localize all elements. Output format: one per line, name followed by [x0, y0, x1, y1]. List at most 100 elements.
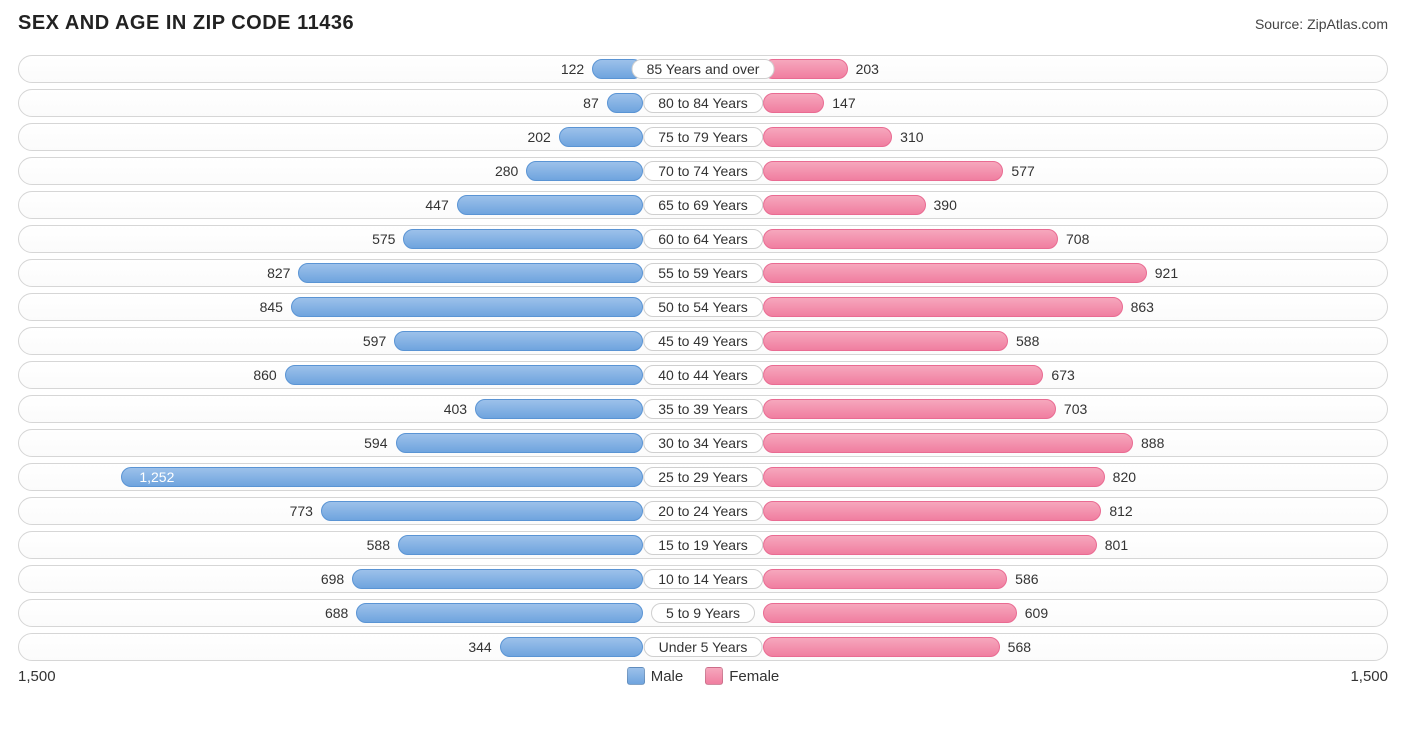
chart-source: Source: ZipAtlas.com: [1255, 16, 1388, 32]
female-bar: [763, 263, 1147, 283]
legend-female-label: Female: [729, 668, 779, 685]
male-value-label: 403: [444, 396, 467, 422]
age-group-label: 5 to 9 Years: [651, 603, 755, 623]
female-bar: [763, 229, 1058, 249]
male-bar: [121, 467, 643, 487]
male-bar: [526, 161, 643, 181]
age-group-label: 85 Years and over: [632, 59, 775, 79]
male-value-label: 447: [425, 192, 448, 218]
male-value-label: 773: [290, 498, 313, 524]
male-value-label: 597: [363, 328, 386, 354]
pyramid-row: 588 801 15 to 19 Years: [18, 531, 1388, 559]
female-bar: [763, 331, 1008, 351]
pyramid-row: 447 390 65 to 69 Years: [18, 191, 1388, 219]
age-group-label: 45 to 49 Years: [643, 331, 763, 351]
male-bar: [291, 297, 643, 317]
female-bar: [763, 603, 1017, 623]
male-bar: [321, 501, 643, 521]
pyramid-row: 20231075 to 79 Years: [18, 123, 1388, 151]
chart-legend: Male Female: [627, 667, 780, 685]
female-value-label: 708: [1066, 226, 1089, 252]
age-group-label: 65 to 69 Years: [643, 195, 763, 215]
male-value-label: 588: [367, 532, 390, 558]
legend-female: Female: [705, 667, 779, 685]
female-bar: [763, 637, 1000, 657]
female-value-label: 703: [1064, 396, 1087, 422]
pyramid-row: 1,252 820 25 to 29 Years: [18, 463, 1388, 491]
female-value-label: 586: [1015, 566, 1038, 592]
male-bar: [396, 433, 644, 453]
age-group-label: 20 to 24 Years: [643, 501, 763, 521]
male-bar: [475, 399, 643, 419]
male-bar: [298, 263, 643, 283]
male-bar: [352, 569, 643, 589]
pyramid-row: 575 708 60 to 64 Years: [18, 225, 1388, 253]
male-value-label: 1,252: [129, 464, 184, 490]
age-group-label: 75 to 79 Years: [643, 127, 763, 147]
male-value-label: 827: [267, 260, 290, 286]
male-value-label: 344: [468, 634, 491, 660]
population-pyramid-chart: 12220385 Years and over8714780 to 84 Yea…: [18, 55, 1388, 661]
age-group-label: 30 to 34 Years: [643, 433, 763, 453]
pyramid-row: 845 863 50 to 54 Years: [18, 293, 1388, 321]
male-value-label: 87: [583, 90, 599, 116]
pyramid-row: 28057770 to 74 Years: [18, 157, 1388, 185]
male-value-label: 860: [253, 362, 276, 388]
female-value-label: 609: [1025, 600, 1048, 626]
male-value-label: 202: [527, 124, 550, 150]
female-value-label: 812: [1109, 498, 1132, 524]
female-bar: [763, 195, 926, 215]
chart-footer: 1,500 Male Female 1,500: [18, 667, 1388, 685]
axis-max-left: 1,500: [18, 668, 78, 685]
female-bar: [763, 535, 1097, 555]
male-value-label: 122: [561, 56, 584, 82]
age-group-label: 25 to 29 Years: [643, 467, 763, 487]
male-value-label: 575: [372, 226, 395, 252]
pyramid-row: 86067340 to 44 Years: [18, 361, 1388, 389]
pyramid-row: 69858610 to 14 Years: [18, 565, 1388, 593]
male-bar: [285, 365, 643, 385]
age-group-label: 80 to 84 Years: [643, 93, 763, 113]
female-value-label: 801: [1105, 532, 1128, 558]
female-value-label: 568: [1008, 634, 1031, 660]
female-bar: [763, 433, 1133, 453]
female-bar: [763, 127, 892, 147]
swatch-female: [705, 667, 723, 685]
pyramid-row: 597 588 45 to 49 Years: [18, 327, 1388, 355]
male-bar: [457, 195, 643, 215]
male-value-label: 845: [260, 294, 283, 320]
pyramid-row: 8714780 to 84 Years: [18, 89, 1388, 117]
female-bar: [763, 161, 1003, 181]
female-value-label: 390: [934, 192, 957, 218]
female-value-label: 588: [1016, 328, 1039, 354]
age-group-label: 50 to 54 Years: [643, 297, 763, 317]
age-group-label: 60 to 64 Years: [643, 229, 763, 249]
female-bar: [763, 467, 1105, 487]
male-bar: [403, 229, 643, 249]
age-group-label: 70 to 74 Years: [643, 161, 763, 181]
female-value-label: 820: [1113, 464, 1136, 490]
female-bar: [763, 93, 824, 113]
age-group-label: 40 to 44 Years: [643, 365, 763, 385]
male-bar: [500, 637, 643, 657]
axis-max-right: 1,500: [1328, 668, 1388, 685]
chart-title: SEX AND AGE IN ZIP CODE 11436: [18, 12, 354, 35]
male-value-label: 594: [364, 430, 387, 456]
male-bar: [398, 535, 643, 555]
female-value-label: 863: [1131, 294, 1154, 320]
male-value-label: 688: [325, 600, 348, 626]
swatch-male: [627, 667, 645, 685]
source-value: ZipAtlas.com: [1307, 16, 1388, 32]
pyramid-row: 688 609 5 to 9 Years: [18, 599, 1388, 627]
female-value-label: 921: [1155, 260, 1178, 286]
age-group-label: 10 to 14 Years: [643, 569, 763, 589]
male-bar: [356, 603, 643, 623]
male-bar: [394, 331, 643, 351]
legend-male: Male: [627, 667, 684, 685]
source-label: Source:: [1255, 16, 1303, 32]
pyramid-row: 40370335 to 39 Years: [18, 395, 1388, 423]
female-bar: [763, 365, 1043, 385]
chart-header: SEX AND AGE IN ZIP CODE 11436 Source: Zi…: [18, 12, 1388, 35]
age-group-label: 15 to 19 Years: [643, 535, 763, 555]
male-bar: [607, 93, 643, 113]
